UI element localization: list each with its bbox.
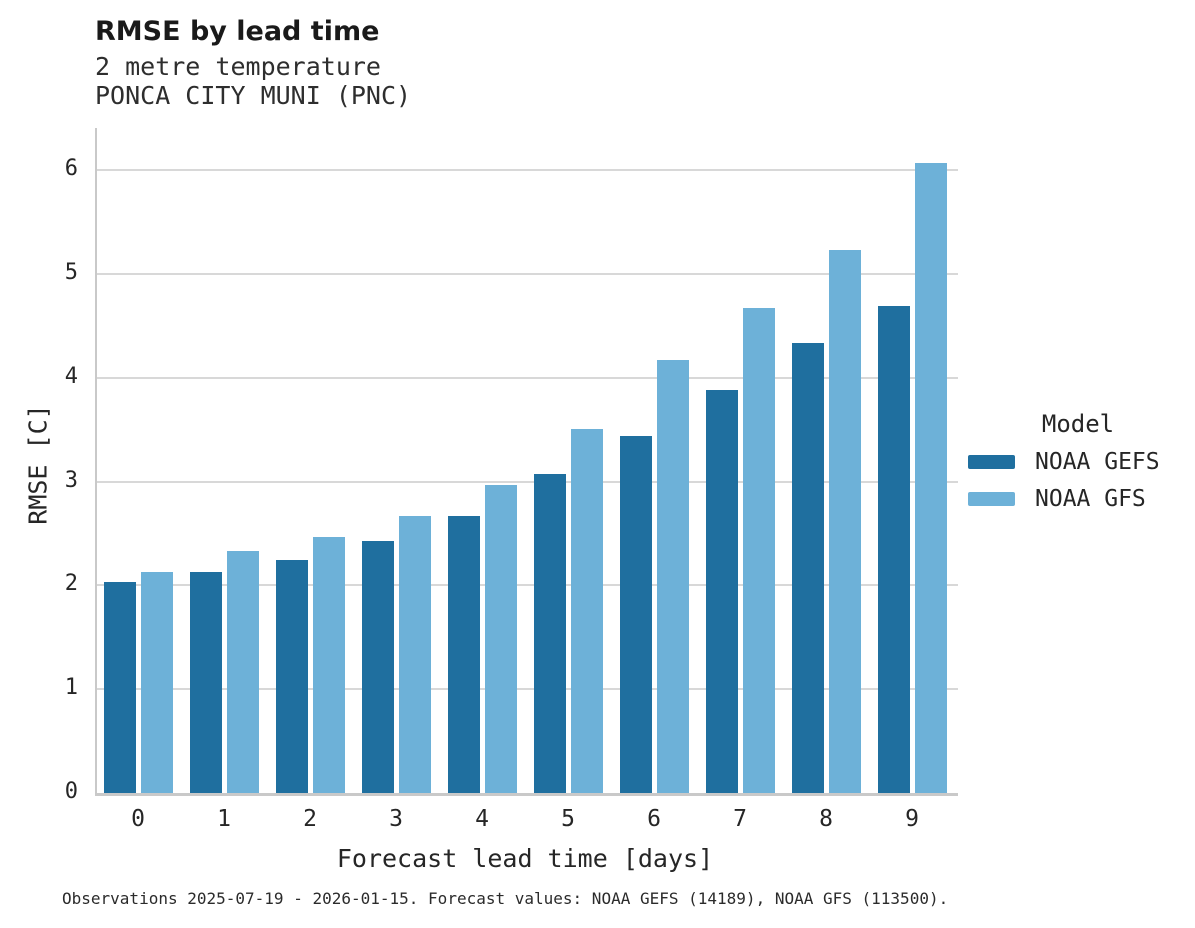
gridline-y-5 bbox=[95, 273, 958, 275]
xtick-label-8: 8 bbox=[819, 806, 833, 832]
bar-noaa-gfs-day9 bbox=[914, 162, 947, 793]
footer-caption: Observations 2025-07-19 - 2026-01-15. Fo… bbox=[62, 889, 949, 908]
chart-subtitle-variable: 2 metre temperature bbox=[95, 52, 381, 81]
xtick-label-4: 4 bbox=[475, 806, 489, 832]
gridline-y-4 bbox=[95, 376, 958, 379]
chart-subtitle-station: PONCA CITY MUNI (PNC) bbox=[95, 81, 412, 110]
legend-swatch-icon bbox=[968, 455, 1015, 469]
bar-noaa-gefs-day8 bbox=[791, 342, 824, 793]
bar-noaa-gfs-day7 bbox=[742, 308, 775, 793]
legend-title: Model bbox=[1041, 410, 1115, 438]
plot-area bbox=[95, 128, 958, 793]
ytick-label-1: 1 bbox=[64, 675, 78, 701]
ytick-label-5: 5 bbox=[64, 260, 78, 285]
xtick-label-5: 5 bbox=[561, 806, 575, 832]
bar-noaa-gefs-day9 bbox=[877, 306, 910, 793]
bar-noaa-gefs-day2 bbox=[275, 560, 308, 793]
chart-title: RMSE by lead time bbox=[95, 16, 380, 47]
legend-rows: NOAA GEFS NOAA GFS bbox=[968, 449, 1188, 512]
y-axis-spine bbox=[95, 128, 97, 795]
bar-noaa-gefs-day4 bbox=[447, 515, 480, 793]
xtick-label-9: 9 bbox=[905, 806, 919, 832]
gridline-y-3 bbox=[95, 480, 958, 483]
x-axis-label: Forecast lead time [days] bbox=[336, 844, 714, 873]
legend: Model NOAA GEFS NOAA GFS bbox=[968, 410, 1188, 524]
legend-label: NOAA GFS bbox=[1035, 486, 1146, 512]
bar-noaa-gefs-day3 bbox=[361, 540, 394, 793]
legend-label: NOAA GEFS bbox=[1035, 449, 1160, 475]
xtick-label-1: 1 bbox=[217, 806, 231, 832]
ytick-label-2: 2 bbox=[64, 571, 78, 597]
bar-noaa-gfs-day4 bbox=[484, 484, 517, 793]
ytick-label-4: 4 bbox=[64, 363, 78, 389]
xtick-label-3: 3 bbox=[389, 806, 403, 832]
legend-row-noaa-gefs: NOAA GEFS bbox=[968, 449, 1188, 475]
gridline-y-6 bbox=[95, 169, 958, 172]
bar-noaa-gefs-day1 bbox=[189, 571, 222, 793]
ytick-label-0: 0 bbox=[64, 779, 78, 804]
bar-noaa-gfs-day1 bbox=[226, 551, 259, 793]
bar-noaa-gfs-day3 bbox=[398, 515, 431, 793]
bar-noaa-gefs-day7 bbox=[705, 390, 738, 793]
bar-noaa-gfs-day6 bbox=[656, 360, 689, 793]
legend-swatch-icon bbox=[968, 492, 1015, 506]
ytick-label-3: 3 bbox=[64, 467, 78, 493]
bar-noaa-gfs-day5 bbox=[570, 428, 603, 793]
bar-noaa-gfs-day0 bbox=[140, 571, 173, 793]
gridline-y-2 bbox=[95, 584, 958, 587]
x-axis-spine bbox=[95, 793, 958, 796]
bar-noaa-gfs-day2 bbox=[312, 536, 345, 793]
bar-noaa-gefs-day5 bbox=[533, 474, 566, 793]
xtick-label-6: 6 bbox=[647, 806, 661, 832]
y-axis-label: RMSE [C] bbox=[23, 404, 53, 525]
bar-noaa-gefs-day0 bbox=[103, 582, 136, 793]
gridline-y-1 bbox=[95, 688, 958, 691]
bar-noaa-gfs-day8 bbox=[828, 250, 861, 793]
legend-row-noaa-gfs: NOAA GFS bbox=[968, 486, 1188, 512]
xtick-label-2: 2 bbox=[303, 806, 317, 832]
bar-noaa-gefs-day6 bbox=[619, 435, 652, 793]
xtick-label-7: 7 bbox=[733, 806, 747, 832]
xtick-label-0: 0 bbox=[131, 806, 145, 832]
ytick-label-6: 6 bbox=[64, 156, 78, 182]
